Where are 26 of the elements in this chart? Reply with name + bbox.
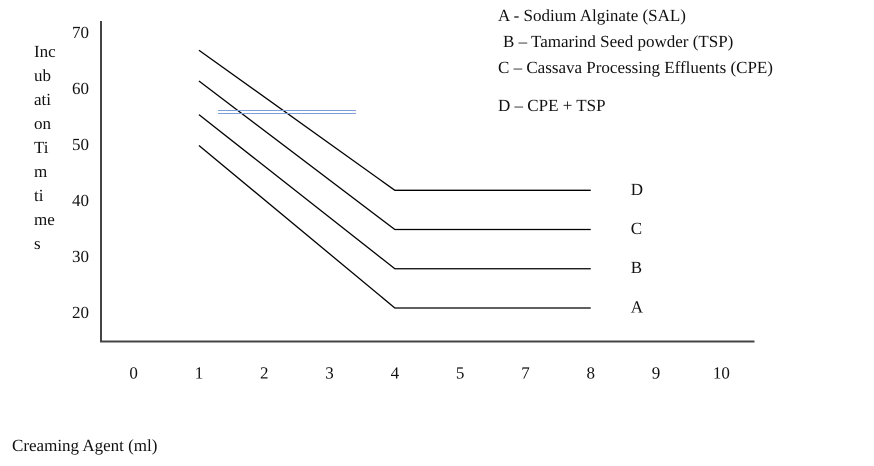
x-tick-label: 4 xyxy=(390,363,400,382)
annotation: B – Tamarind Seed powder (TSP) xyxy=(503,32,734,52)
y-tick-label: 60 xyxy=(72,78,89,98)
y-tick-label: 20 xyxy=(72,303,89,322)
y-tick-label: 40 xyxy=(72,190,89,210)
y-tick-label: 70 xyxy=(72,22,89,42)
x-tick-label: 5 xyxy=(456,363,464,382)
text: B xyxy=(630,258,642,278)
annotation: A - Sodium Alginate (SAL) xyxy=(498,6,686,26)
annotation: C – Cassava Processing Effluents (CPE) xyxy=(498,58,773,78)
text: D xyxy=(630,180,644,199)
y-tick-label: 30 xyxy=(72,247,89,266)
x-tick-label: 0 xyxy=(129,363,138,382)
x-tick-label: 7 xyxy=(521,363,530,382)
x-axis-title: Creaming Agent (ml) xyxy=(12,436,158,456)
x-tick-label: 10 xyxy=(712,363,730,382)
y-tick-label: 50 xyxy=(72,134,89,154)
text: C xyxy=(630,219,642,238)
x-tick-label: 3 xyxy=(325,363,334,382)
x-tick-label: 9 xyxy=(652,363,660,382)
x-tick-label: 2 xyxy=(260,363,268,382)
annotation: D – CPE + TSP xyxy=(498,96,606,116)
x-tick-label: 1 xyxy=(194,363,204,382)
text: Incubation Tim times xyxy=(34,42,56,253)
x-tick-label: 8 xyxy=(586,363,595,382)
text: A xyxy=(630,297,644,316)
